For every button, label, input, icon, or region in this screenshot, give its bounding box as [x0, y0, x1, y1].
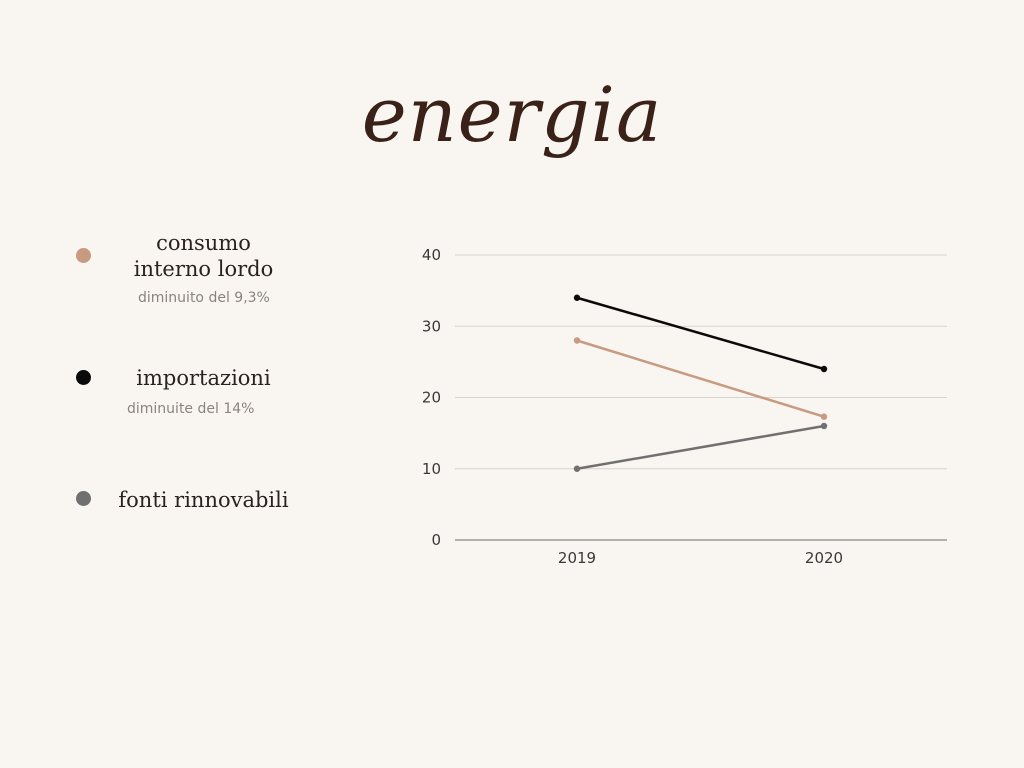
x-tick-label-2020: 2020 — [805, 549, 843, 567]
legend-item-rinnovabili: fonti rinnovabili — [76, 488, 296, 548]
legend-item-consumo: consumo interno lordo diminuito del 9,3% — [76, 231, 296, 312]
data-point-0-1 — [820, 413, 828, 420]
series-line-1 — [576, 296, 825, 371]
y-tick-label-20: 20 — [422, 389, 441, 407]
data-point-1-1 — [820, 365, 828, 373]
legend-dot-rinnovabili — [76, 491, 91, 506]
data-point-0-0 — [573, 337, 581, 344]
legend-dot-importazioni — [76, 370, 91, 385]
data-point-1-0 — [573, 294, 581, 301]
x-tick-label-2019: 2019 — [558, 549, 596, 567]
series-line-0 — [576, 339, 825, 418]
y-tick-label-0: 0 — [431, 531, 441, 549]
legend-label-rinnovabili: fonti rinnovabili — [118, 488, 289, 512]
y-tick-label-30: 30 — [422, 317, 441, 335]
legend-dot-consumo — [76, 248, 91, 263]
y-tick-label-40: 40 — [422, 246, 441, 264]
legend-note-importazioni: diminuite del 14% — [127, 401, 255, 417]
legend-label-importazioni: importazioni — [136, 366, 271, 390]
data-point-2-1 — [820, 422, 828, 430]
page-title: energia — [361, 70, 663, 159]
legend-note-consumo: diminuito del 9,3% — [138, 290, 270, 306]
series-line-2 — [576, 424, 825, 470]
legend-item-importazioni: importazioni diminuite del 14% — [76, 365, 296, 425]
data-point-2-0 — [573, 465, 581, 472]
legend-label-consumo: consumo interno lordo — [133, 231, 274, 281]
y-tick-label-10: 10 — [422, 460, 441, 478]
